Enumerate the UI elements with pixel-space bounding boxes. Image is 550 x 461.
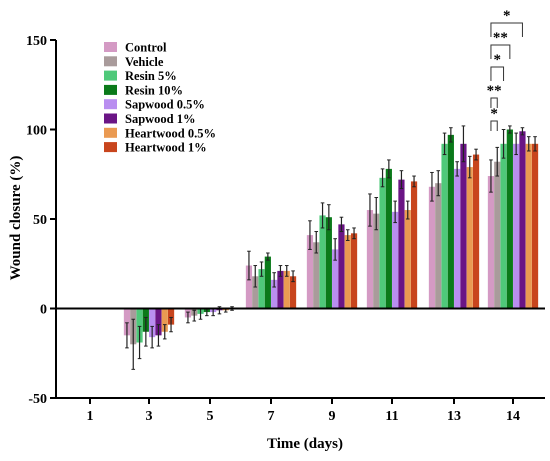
- bar-resin-5--day-9: [319, 215, 326, 309]
- bar-control-day-14: [487, 176, 495, 309]
- x-tick-label: 1: [87, 409, 94, 424]
- bar-sapwood-1--day-7: [277, 270, 284, 309]
- legend-swatch: [104, 42, 117, 52]
- legend-swatch: [104, 127, 117, 138]
- x-tick-label: 3: [146, 409, 153, 424]
- legend-label: Heartwood 0.5%: [125, 126, 216, 140]
- significance-label: *: [503, 8, 511, 24]
- bars-layer: [64, 125, 539, 370]
- bar-heartwood-0-5--day-14: [525, 143, 532, 309]
- bar-control-day-13: [428, 186, 436, 309]
- bar-heartwood-1--day-13: [472, 154, 480, 309]
- bar-resin-5--day-3: [136, 308, 143, 343]
- bar-resin-5--day-14: [500, 143, 507, 309]
- bar-heartwood-1--day-11: [410, 181, 418, 309]
- bar-resin-5--day-11: [379, 177, 386, 309]
- significance-bracket: [490, 22, 523, 37]
- legend-label: Resin 5%: [125, 69, 177, 83]
- bar-resin-10--day-13: [447, 134, 454, 309]
- bar-control-day-7: [245, 265, 253, 309]
- x-tick-label: 14: [506, 409, 520, 424]
- bar-heartwood-1--day-14: [531, 143, 539, 309]
- bar-heartwood-0-5--day-11: [404, 210, 411, 309]
- x-tick-label: 5: [207, 409, 214, 424]
- legend-swatch: [104, 84, 117, 95]
- significance-bracket: [490, 120, 498, 131]
- legend-swatch: [104, 113, 117, 124]
- bar-heartwood-1--day-9: [350, 233, 358, 309]
- legend-swatch: [104, 99, 117, 110]
- y-axis-title: Wound closure (%): [8, 156, 24, 281]
- bar-sapwood-0-5--day-13: [454, 168, 461, 309]
- bar-resin-10--day-14: [506, 129, 513, 309]
- bar-heartwood-1--day-3: [167, 308, 175, 325]
- significance-bracket: [490, 97, 498, 108]
- legend-label: Resin 10%: [125, 83, 183, 97]
- bar-resin-5--day-13: [441, 143, 448, 309]
- y-tick-label: 100: [26, 124, 47, 139]
- significance-label: *: [490, 106, 498, 122]
- significance-label: *: [494, 52, 502, 68]
- bar-sapwood-1--day-9: [338, 224, 345, 309]
- bar-sapwood-1--day-14: [519, 131, 526, 309]
- legend-label: Sapwood 1%: [125, 112, 196, 126]
- bar-heartwood-1--day-7: [289, 276, 297, 309]
- significance-label: **: [487, 83, 502, 99]
- bar-sapwood-0-5--day-3: [149, 308, 156, 338]
- bar-vehicle-day-9: [313, 242, 320, 309]
- bar-heartwood-0-5--day-7: [283, 270, 290, 309]
- significance-layer: *******: [487, 8, 523, 131]
- bar-vehicle-day-7: [252, 276, 259, 309]
- legend-label: Sapwood 0.5%: [125, 98, 205, 112]
- x-tick-label: 7: [268, 409, 275, 424]
- legend-swatch: [104, 70, 117, 81]
- legend-label: Heartwood 1%: [125, 141, 207, 155]
- legend-label: Vehicle: [125, 55, 164, 69]
- bar-vehicle-day-11: [373, 213, 380, 309]
- x-tick-label: 9: [329, 409, 336, 424]
- x-tick-label: 11: [385, 409, 398, 424]
- bar-sapwood-1--day-3: [155, 308, 162, 336]
- bar-control-day-11: [366, 210, 374, 309]
- bar-control-day-3: [123, 308, 131, 336]
- bar-control-day-9: [306, 235, 314, 309]
- bar-resin-10--day-7: [264, 256, 271, 309]
- bar-vehicle-day-13: [435, 183, 442, 309]
- significance-label: **: [493, 30, 508, 46]
- legend-label: Control: [125, 41, 167, 55]
- legend-swatch: [104, 142, 117, 153]
- x-tick-label: 13: [447, 409, 461, 424]
- significance-bracket: [490, 66, 505, 81]
- significance-bracket: [490, 44, 511, 59]
- y-tick-label: -50: [28, 392, 47, 407]
- bar-heartwood-0-5--day-13: [466, 167, 473, 309]
- bar-sapwood-1--day-13: [460, 143, 467, 309]
- y-tick-label: 50: [33, 213, 47, 228]
- y-tick-label: 0: [40, 303, 47, 318]
- y-tick-label: 150: [26, 34, 47, 49]
- bar-resin-10--day-9: [325, 217, 332, 309]
- bar-resin-10--day-11: [385, 168, 392, 309]
- bar-sapwood-0-5--day-7: [271, 279, 278, 309]
- bar-sapwood-0-5--day-14: [513, 143, 520, 309]
- bar-sapwood-1--day-11: [398, 179, 405, 309]
- bar-sapwood-0-5--day-11: [392, 211, 399, 309]
- bar-vehicle-day-14: [494, 161, 501, 309]
- x-axis-title: Time (days): [267, 436, 343, 452]
- bar-heartwood-0-5--day-3: [161, 308, 168, 332]
- bar-sapwood-0-5--day-9: [332, 249, 339, 309]
- legend-swatch: [104, 56, 117, 67]
- bar-resin-5--day-7: [258, 269, 265, 309]
- bar-heartwood-0-5--day-9: [344, 235, 351, 309]
